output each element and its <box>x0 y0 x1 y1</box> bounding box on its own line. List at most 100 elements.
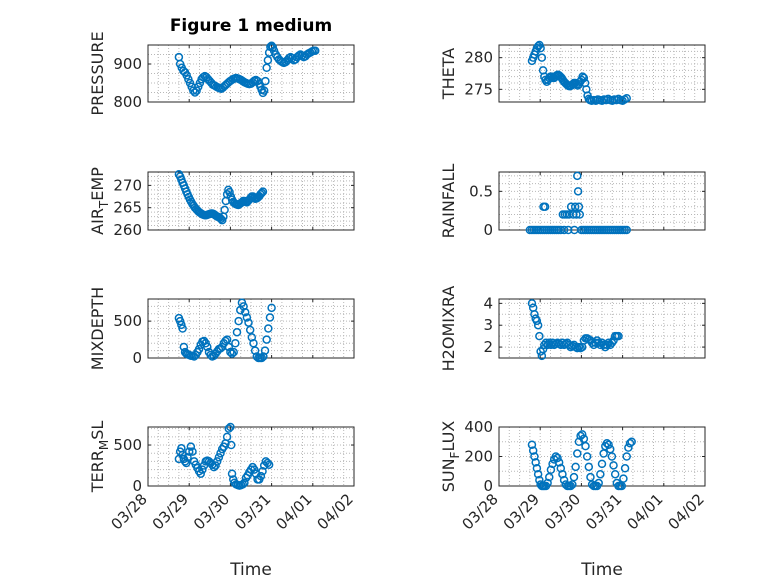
data-point <box>260 346 270 355</box>
y-tick-label: 400 <box>464 418 493 436</box>
y-tick-label: 500 <box>113 312 142 330</box>
data-point <box>262 63 271 73</box>
data-point <box>257 353 266 363</box>
subplot-5: 0 500 MIXDEPTH <box>88 287 355 370</box>
x-axis-label: Time <box>229 560 272 580</box>
data-point <box>177 320 186 330</box>
data-point <box>609 461 618 470</box>
axes-box <box>498 171 706 231</box>
data-point <box>579 73 589 83</box>
y-tick-label: 0.5 <box>469 182 493 200</box>
data-point <box>263 458 272 468</box>
data-point <box>183 453 192 462</box>
data-point <box>256 471 266 481</box>
x-tick-label: 03/28 <box>459 490 502 533</box>
x-tick-label: 04/01 <box>623 490 666 533</box>
data-point <box>226 440 236 450</box>
data-point <box>194 344 204 354</box>
data-point <box>599 449 608 458</box>
x-tick-label: 04/02 <box>665 490 708 533</box>
axes-box <box>498 298 706 359</box>
data-point <box>540 202 550 212</box>
data-point <box>238 480 248 489</box>
subplot-grid: 800 900 PRESSURE 275 280 THETA 260 265 270AIRTEM… <box>88 31 708 580</box>
y-tick-label: 900 <box>113 55 142 73</box>
data-point <box>250 465 259 474</box>
data-point <box>610 469 620 479</box>
data-point <box>573 171 582 181</box>
y-axis-label: PRESSURE <box>88 31 107 115</box>
data-point <box>267 303 276 313</box>
data-point <box>533 320 543 330</box>
data-point <box>614 331 623 341</box>
data-point <box>203 342 212 352</box>
y-axis-label: SUNFLUX <box>439 421 462 493</box>
data-point <box>178 324 187 333</box>
y-tick-label: 0 <box>483 221 493 239</box>
data-point <box>259 86 269 95</box>
axes-box <box>147 426 355 487</box>
y-tick-label: 265 <box>113 199 142 217</box>
data-point <box>553 453 562 463</box>
data-point <box>214 453 224 462</box>
y-axis-label: MIXDEPTH <box>88 287 107 370</box>
axes-box <box>147 171 355 231</box>
data-point <box>240 478 249 487</box>
data-point <box>533 469 543 479</box>
data-point <box>569 472 579 482</box>
series-markers <box>527 430 636 491</box>
data-point <box>262 335 271 344</box>
x-tick-label: 03/29 <box>149 490 192 533</box>
series-markers <box>174 422 274 490</box>
x-tick-label: 04/01 <box>272 490 315 533</box>
data-point <box>625 438 635 448</box>
data-point <box>622 452 631 461</box>
series-markers <box>527 299 623 361</box>
data-point <box>234 316 243 326</box>
data-point <box>532 316 542 326</box>
data-point <box>528 303 538 312</box>
data-point <box>607 452 617 461</box>
data-point <box>311 46 320 55</box>
y-tick-label: 2 <box>483 338 493 356</box>
data-point <box>231 339 240 348</box>
y-tick-label: 3 <box>483 316 493 334</box>
data-point <box>627 437 636 446</box>
data-point <box>596 469 605 479</box>
data-point <box>594 478 603 488</box>
data-point <box>622 225 631 235</box>
data-point <box>577 430 587 439</box>
data-point <box>573 449 582 458</box>
data-point <box>566 202 576 212</box>
data-point <box>572 210 581 219</box>
data-point <box>265 313 275 322</box>
data-point <box>264 460 274 469</box>
data-point <box>257 188 266 198</box>
data-point <box>263 55 273 65</box>
y-tick-label: 275 <box>464 80 493 98</box>
data-point <box>240 308 250 317</box>
data-point <box>573 187 583 196</box>
data-point <box>245 325 255 335</box>
series-markers <box>527 40 631 105</box>
y-tick-label: 0 <box>132 349 142 367</box>
data-point <box>622 93 631 103</box>
y-tick-label: 270 <box>113 176 142 194</box>
data-point <box>216 214 226 224</box>
x-axis-label: Time <box>580 560 623 580</box>
axes-box <box>147 44 355 103</box>
data-point <box>571 462 580 472</box>
x-tick-label: 03/28 <box>108 490 151 533</box>
data-point <box>582 452 592 461</box>
y-axis-label: THETA <box>439 48 458 100</box>
data-point <box>574 202 584 212</box>
y-tick-label: 800 <box>113 93 142 111</box>
y-tick-label: 4 <box>483 294 493 312</box>
x-tick-label: 04/02 <box>314 490 357 533</box>
data-point <box>532 464 542 473</box>
series-markers <box>174 298 276 363</box>
x-tick-label: 03/29 <box>500 490 543 533</box>
data-point <box>222 432 232 442</box>
